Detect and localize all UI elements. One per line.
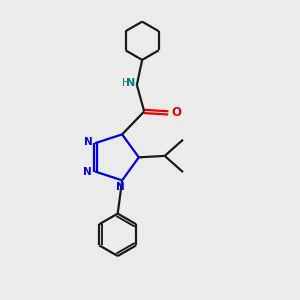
Text: N: N	[84, 137, 93, 147]
Text: N: N	[83, 167, 92, 177]
Text: N: N	[126, 78, 135, 88]
Text: N: N	[116, 182, 125, 192]
Text: H: H	[122, 78, 130, 88]
Text: O: O	[171, 106, 181, 119]
